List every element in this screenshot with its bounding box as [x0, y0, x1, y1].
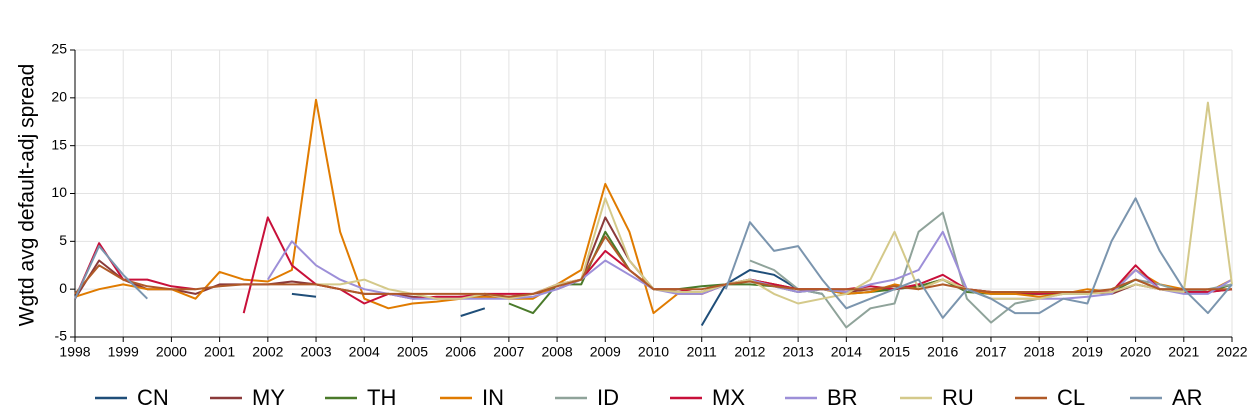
x-tick-label: 2009 [590, 344, 621, 360]
legend-label: AR [1172, 385, 1203, 410]
y-tick-label: 20 [51, 89, 67, 105]
x-tick-label: 2016 [927, 344, 958, 360]
legend-label: TH [367, 385, 396, 410]
series-line [508, 230, 1233, 315]
legend-label: MY [252, 385, 285, 410]
y-tick-label: 10 [51, 184, 67, 200]
x-tick-label: 2002 [252, 344, 283, 360]
legend-label: CL [1057, 385, 1085, 410]
x-tick-label: 2018 [1024, 344, 1055, 360]
x-tick-label: 2020 [1120, 344, 1151, 360]
y-tick-label: -5 [55, 328, 68, 344]
x-tick-label: 2015 [879, 344, 910, 360]
x-tick-label: 2010 [638, 344, 669, 360]
legend-label: BR [827, 385, 858, 410]
x-tick-label: 2005 [397, 344, 428, 360]
series-line [74, 197, 1233, 319]
x-tick-label: 2011 [687, 344, 717, 360]
x-tick-label: 2006 [445, 344, 476, 360]
x-tick-label: 2007 [493, 344, 524, 360]
y-tick-label: 5 [59, 232, 67, 248]
y-axis-label: Wgtd avg default-adj spread [16, 64, 39, 327]
x-tick-label: 2017 [975, 344, 1006, 360]
legend-label: MX [712, 385, 745, 410]
x-tick-label: 2003 [300, 344, 331, 360]
x-tick-label: 2001 [204, 344, 235, 360]
x-tick-label: 1999 [108, 344, 139, 360]
x-tick-label: 2022 [1216, 344, 1247, 360]
x-tick-label: 2019 [1072, 344, 1103, 360]
x-tick-label: 2021 [1168, 344, 1199, 360]
x-tick-label: 2004 [349, 344, 380, 360]
series-line [74, 98, 1233, 315]
legend-label: ID [597, 385, 619, 410]
y-tick-label: 15 [51, 136, 67, 152]
x-tick-label: 2000 [156, 344, 187, 360]
series-line [74, 235, 1232, 298]
legend-label: RU [942, 385, 974, 410]
legend-label: IN [482, 385, 504, 410]
x-tick-label: 2013 [783, 344, 814, 360]
y-tick-label: 25 [51, 41, 67, 57]
x-tick-label: 2012 [734, 344, 765, 360]
y-tick-label: 0 [59, 280, 67, 296]
x-tick-label: 1998 [59, 344, 90, 360]
x-tick-label: 2008 [542, 344, 573, 360]
series-line [316, 101, 1233, 305]
legend-label: CN [137, 385, 169, 410]
x-tick-label: 2014 [831, 344, 862, 360]
